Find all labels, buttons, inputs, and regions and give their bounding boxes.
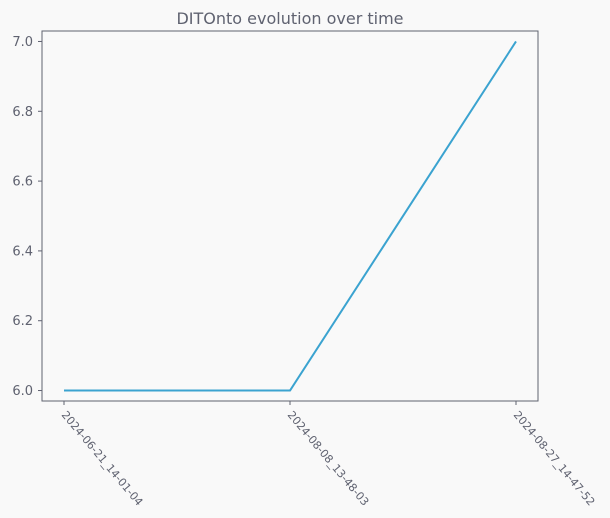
plot-area-frame xyxy=(41,30,539,402)
series-line xyxy=(64,40,517,392)
y-tick-label: 6.8 xyxy=(12,105,33,120)
x-tick-label: 2024-08-08_13-48-03 xyxy=(285,409,372,509)
y-tick-label: 6.4 xyxy=(12,244,33,259)
y-tick-label: 6.0 xyxy=(12,384,33,399)
x-tick-label: 2024-08-27_14-47-52 xyxy=(511,409,598,509)
x-axis: 2024-06-21_14-01-04 2024-08-08_13-48-03 20… xyxy=(59,401,598,509)
chart-title: DITOnto evolution over time xyxy=(176,9,403,28)
y-tick-label: 6.2 xyxy=(12,314,33,329)
y-tick-label: 6.6 xyxy=(12,175,33,190)
y-tick-label: 7.0 xyxy=(12,35,33,50)
x-tick-label: 2024-06-21_14-01-04 xyxy=(59,409,146,509)
series-layer xyxy=(64,40,517,392)
y-axis: 6.0 6.2 6.4 6.6 6.8 7.0 xyxy=(12,35,42,399)
